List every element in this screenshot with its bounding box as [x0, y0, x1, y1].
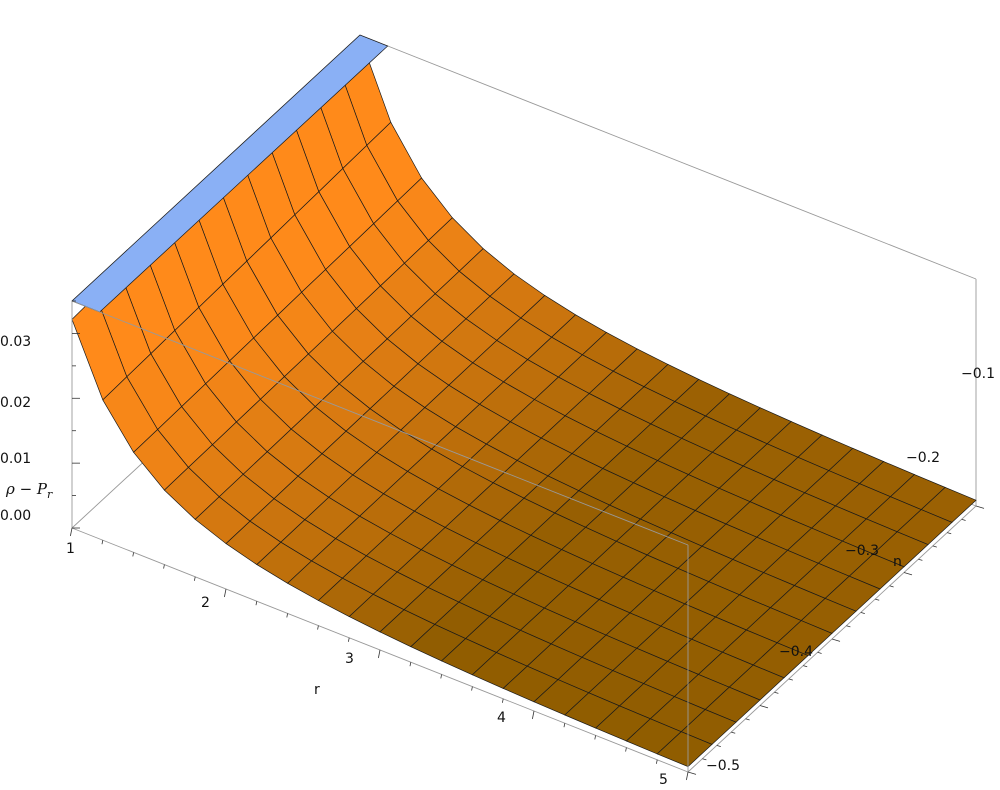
n-axis-tick: [860, 612, 865, 614]
n-axis-tick: [702, 758, 707, 761]
n-axis-tick: [975, 505, 985, 509]
z-axis-label: ρ − Pr: [5, 480, 53, 501]
bounding-box-edge: [71, 300, 689, 546]
bounding-box-front: [70, 300, 985, 781]
n-axis-tick: [846, 625, 851, 628]
r-axis-tick: [502, 698, 504, 703]
r-tick-label: 1: [66, 541, 75, 557]
n-tick-label: −0.1: [961, 366, 995, 382]
n-axis-tick: [745, 718, 750, 721]
r-axis-tick: [563, 723, 566, 728]
r-axis-tick: [440, 674, 442, 679]
r-axis-tick: [255, 601, 258, 606]
r-axis-tick: [317, 625, 319, 630]
r-axis-tick: [656, 759, 658, 764]
r-axis-tick: [286, 613, 288, 618]
r-axis-tick: [224, 588, 227, 598]
r-axis-tick: [409, 662, 412, 667]
n-tick-label: −0.4: [779, 644, 813, 660]
n-axis-tick: [759, 705, 769, 709]
r-tick-label: 3: [345, 651, 354, 667]
n-axis-tick: [817, 651, 822, 654]
r-axis-tick: [378, 649, 381, 659]
surface-mesh: [71, 34, 977, 768]
n-axis-tick: [731, 731, 736, 734]
z-tick-label: 0.03: [0, 334, 31, 350]
n-axis-tick: [774, 691, 779, 694]
n-axis-tick: [716, 745, 721, 747]
r-axis-tick: [163, 564, 165, 569]
r-axis-tick: [625, 747, 627, 752]
r-axis-tick: [132, 552, 134, 557]
r-tick-label: 5: [659, 772, 668, 788]
r-axis-tick: [70, 527, 73, 537]
n-tick-label: −0.3: [845, 543, 879, 559]
n-axis-tick: [903, 572, 913, 576]
n-axis-tick: [918, 558, 923, 561]
r-axis-tick: [194, 576, 196, 581]
n-axis-tick: [788, 678, 793, 681]
r-axis-tick: [348, 637, 350, 642]
n-axis-label: n: [893, 554, 902, 570]
n-axis-tick: [889, 585, 894, 588]
n-tick-label: −0.5: [706, 758, 740, 774]
n-axis-tick: [831, 638, 841, 642]
r-tick-label: 4: [497, 710, 506, 726]
r-axis-tick: [594, 735, 596, 740]
n-axis-tick: [687, 771, 697, 775]
r-axis-tick: [101, 540, 104, 545]
n-axis-tick: [961, 518, 966, 521]
z-tick-label: 0.00: [0, 508, 31, 524]
r-axis-tick: [686, 771, 689, 781]
r-tick-label: 2: [201, 595, 210, 611]
z-tick-label: 0.01: [0, 451, 31, 467]
n-axis-tick: [932, 545, 937, 548]
r-axis-tick: [471, 686, 473, 691]
n-tick-label: −0.2: [906, 450, 940, 466]
surface-patch: [656, 731, 713, 768]
z-tick-label: 0.02: [0, 395, 31, 411]
n-axis-tick: [803, 665, 808, 668]
n-axis-tick: [875, 598, 880, 601]
bounding-box-edge: [359, 34, 977, 280]
r-axis-tick: [532, 710, 535, 720]
n-axis-tick: [947, 532, 952, 535]
r-axis-label: r: [314, 682, 320, 698]
